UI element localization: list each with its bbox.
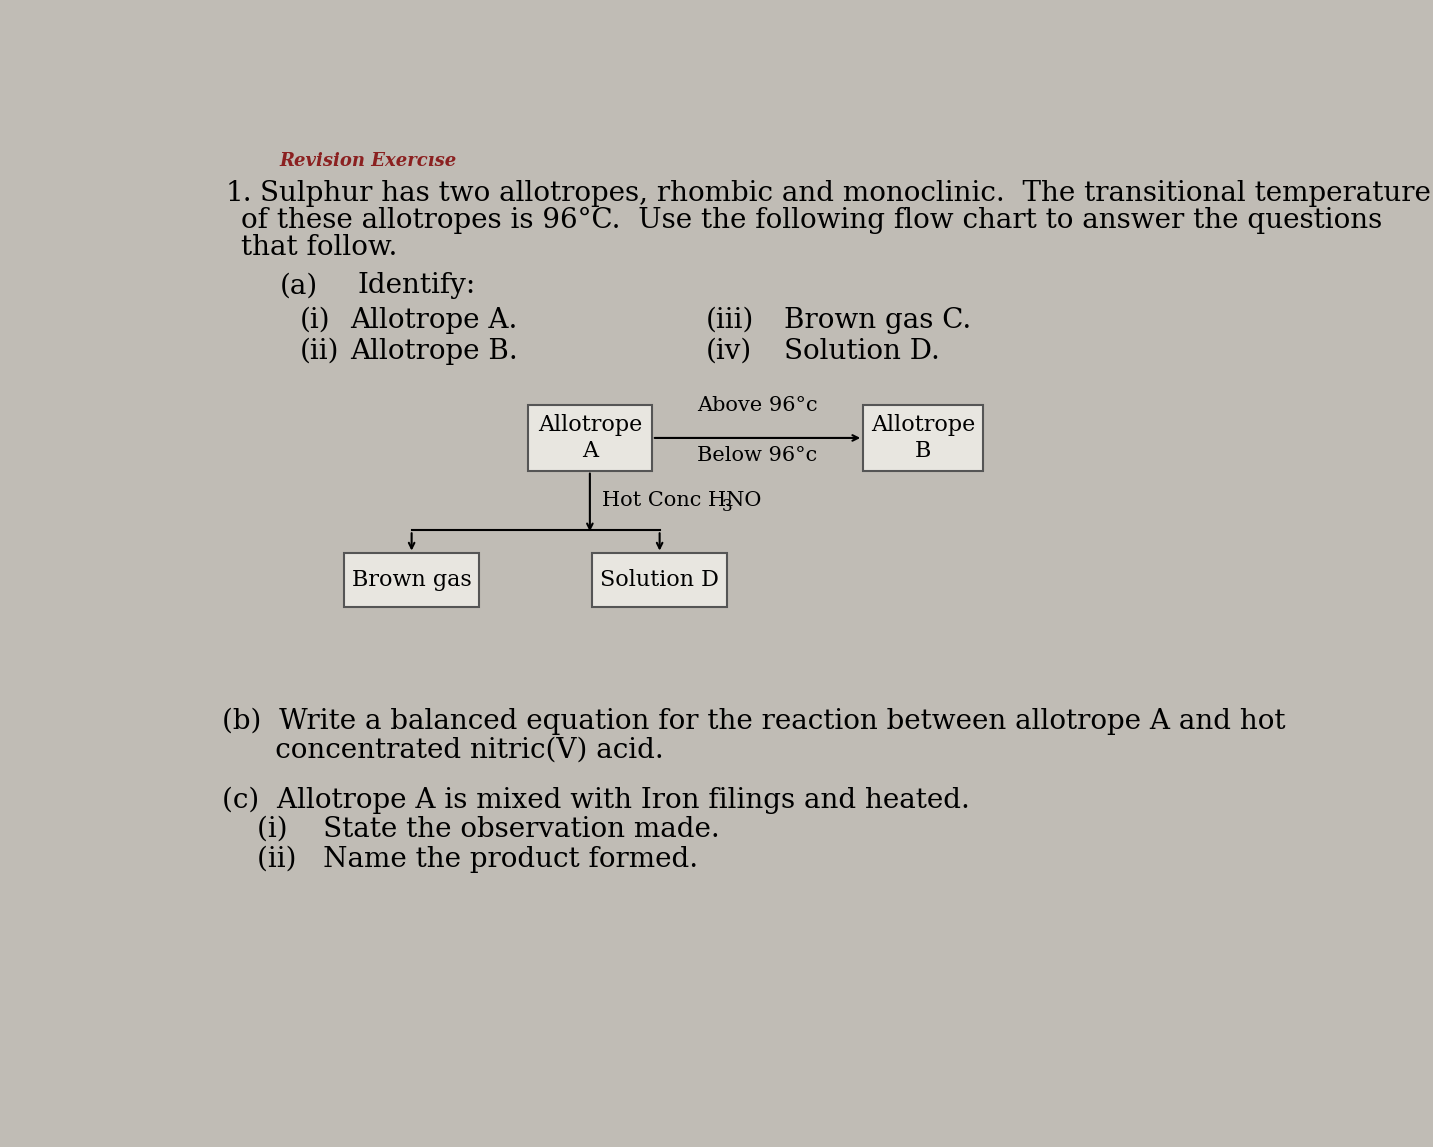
Text: Brown gas C.: Brown gas C. (784, 307, 972, 334)
Text: Allotrope
A: Allotrope A (537, 414, 642, 461)
Text: Sulphur has two allotropes, rhombic and monoclinic.  The transitional temperatur: Sulphur has two allotropes, rhombic and … (261, 180, 1432, 206)
Bar (344, 554, 480, 608)
Text: 1.: 1. (225, 180, 252, 206)
Text: (i): (i) (299, 307, 330, 334)
Text: Above 96°c: Above 96°c (698, 396, 818, 415)
Text: Allotrope A.: Allotrope A. (350, 307, 517, 334)
Text: (ii): (ii) (299, 338, 338, 365)
Text: Brown gas: Brown gas (351, 569, 471, 592)
Bar (592, 554, 728, 608)
Text: Revision Exercıse: Revision Exercıse (279, 151, 457, 170)
Text: Solution D: Solution D (600, 569, 719, 592)
Text: of these allotropes is 96°C.  Use the following flow chart to answer the questio: of these allotropes is 96°C. Use the fol… (241, 206, 1383, 234)
Text: concentrated nitric(V) acid.: concentrated nitric(V) acid. (222, 736, 663, 764)
Bar (527, 405, 652, 470)
Text: 3: 3 (722, 498, 732, 515)
Text: (c)  Allotrope A is mixed with Iron filings and heated.: (c) Allotrope A is mixed with Iron filin… (222, 787, 970, 814)
Text: Below 96°c: Below 96°c (698, 446, 818, 465)
Text: (i)    State the observation made.: (i) State the observation made. (257, 816, 719, 843)
Text: Allotrope
B: Allotrope B (871, 414, 976, 461)
Text: Identify:: Identify: (357, 272, 476, 299)
Text: Hot Conc HNO: Hot Conc HNO (602, 491, 761, 510)
Text: Allotrope B.: Allotrope B. (350, 338, 517, 365)
Text: that follow.: that follow. (241, 234, 397, 260)
Text: (b)  Write a balanced equation for the reaction between allotrope A and hot: (b) Write a balanced equation for the re… (222, 708, 1285, 735)
Text: (ii)   Name the product formed.: (ii) Name the product formed. (257, 845, 698, 873)
Text: Solution D.: Solution D. (784, 338, 940, 365)
Text: (a): (a) (279, 272, 318, 299)
Text: (iii): (iii) (706, 307, 755, 334)
Bar (863, 405, 983, 470)
Text: (iv): (iv) (706, 338, 752, 365)
